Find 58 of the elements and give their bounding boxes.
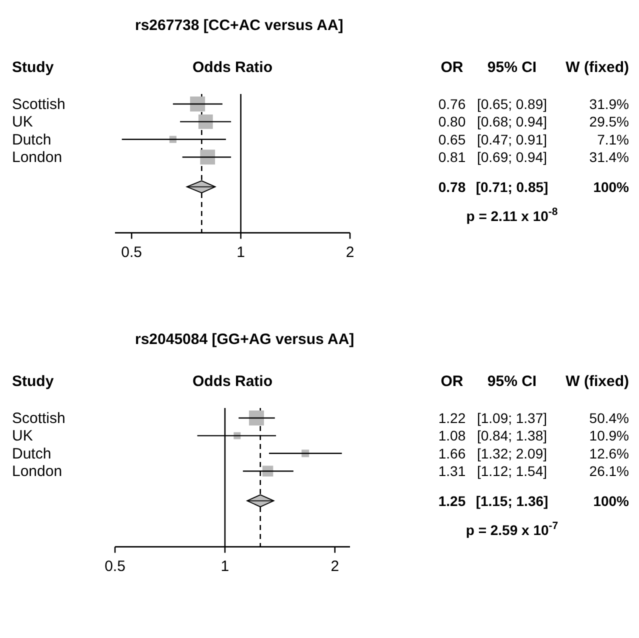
text: OR bbox=[440, 59, 464, 76]
text: Odds Ratio bbox=[192, 59, 273, 76]
text: [0.84; 1.38] bbox=[476, 428, 548, 444]
text: 50.4% bbox=[589, 410, 629, 426]
text: [1.15; 1.36] bbox=[476, 492, 548, 509]
text: 1.08 bbox=[438, 428, 466, 444]
text: [0.65; 0.89] bbox=[476, 96, 548, 112]
y-tick-label: Scottish bbox=[12, 410, 66, 427]
text: 10.9% bbox=[589, 428, 629, 444]
text: 0.65 bbox=[438, 131, 466, 148]
y-tick-label: UK bbox=[12, 428, 33, 445]
text: 31.4% bbox=[589, 149, 629, 166]
x-tick-label: 2 bbox=[330, 558, 340, 575]
x-tick-label: 2 bbox=[346, 244, 354, 261]
text: Odds Ratio bbox=[192, 373, 273, 390]
text: 7.1% bbox=[597, 131, 629, 148]
text: [1.12; 1.54] bbox=[476, 463, 548, 480]
text: 0.81 bbox=[438, 149, 466, 166]
text: [0.68; 0.94] bbox=[476, 114, 548, 130]
text: 0.76 bbox=[438, 96, 466, 112]
text: Study bbox=[12, 59, 54, 76]
text: p = 2.11 x 10$^{-8}$ bbox=[466, 206, 558, 224]
text: 26.1% bbox=[589, 463, 629, 480]
text: 1.22 bbox=[438, 410, 466, 426]
text: 100% bbox=[593, 492, 630, 509]
text: 100% bbox=[593, 178, 630, 195]
text: 0.80 bbox=[438, 114, 466, 130]
x-tick-label: 1 bbox=[220, 558, 230, 575]
text: W (fixed) bbox=[566, 373, 629, 390]
text: 1.66 bbox=[438, 445, 466, 462]
x-tick-label: 0.5 bbox=[104, 558, 126, 575]
text: [0.69; 0.94] bbox=[476, 149, 548, 166]
text: 12.6% bbox=[589, 445, 629, 462]
y-tick-label: London bbox=[12, 149, 62, 166]
text: 1.25 bbox=[438, 492, 466, 509]
chart-title: rs267738 [CC+AC versus AA] bbox=[135, 17, 344, 34]
text: [1.09; 1.37] bbox=[476, 410, 548, 426]
text: Study bbox=[12, 373, 54, 390]
y-tick-label: London bbox=[12, 463, 62, 480]
text: W (fixed) bbox=[566, 59, 629, 76]
y-tick-label: UK bbox=[12, 114, 33, 131]
text: OR bbox=[440, 373, 464, 390]
text: 95% CI bbox=[487, 59, 537, 76]
chart-title: rs2045084 [GG+AG versus AA] bbox=[135, 331, 354, 348]
text: [1.32; 2.09] bbox=[476, 445, 548, 462]
text: 0.78 bbox=[438, 178, 466, 195]
y-tick-label: Dutch bbox=[12, 445, 52, 462]
text: [0.71; 0.85] bbox=[476, 178, 548, 195]
x-tick-label: 1 bbox=[236, 244, 245, 261]
x-tick-label: 0.5 bbox=[121, 244, 142, 261]
text: 31.9% bbox=[589, 96, 629, 112]
y-tick-label: Dutch bbox=[12, 131, 52, 148]
text: [0.47; 0.91] bbox=[476, 131, 548, 148]
text: p = 2.59 x 10$^{-7}$ bbox=[466, 520, 558, 538]
text: 1.31 bbox=[438, 463, 466, 480]
text: 29.5% bbox=[589, 114, 629, 130]
y-tick-label: Scottish bbox=[12, 96, 66, 113]
text: 95% CI bbox=[487, 373, 537, 390]
